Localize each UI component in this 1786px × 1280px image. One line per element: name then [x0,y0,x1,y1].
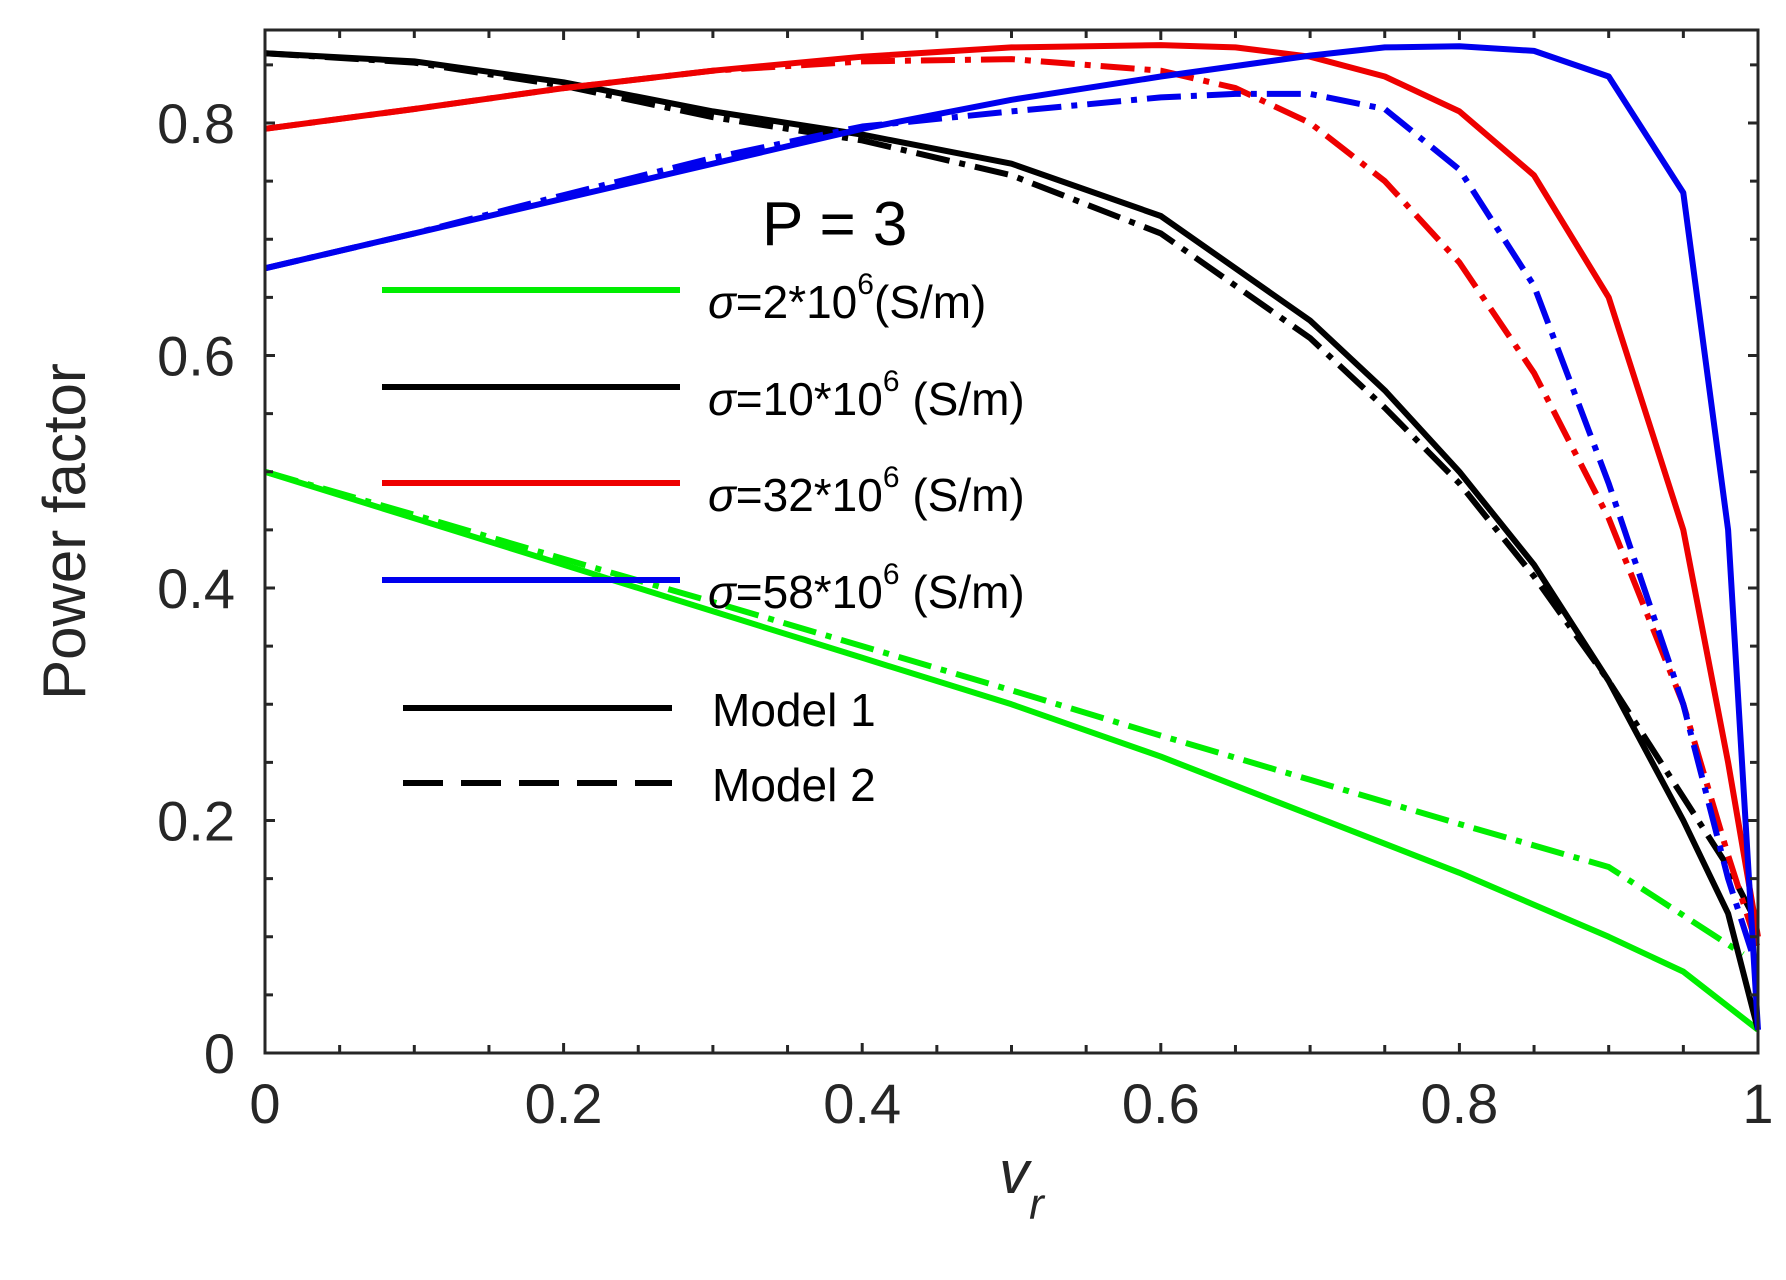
series-3-model-2-line [264,90,1761,973]
tick-labels-layer: 0 0.2 0.4 0.6 0.8 1 0 0.2 0.4 0.6 0.8 [157,92,1773,1135]
y-tick-label: 0.2 [157,790,235,853]
x-tick-label: 0.2 [525,1072,603,1135]
legend-sigma-symbol: σ [708,373,738,425]
legend-label-units: (S/m) [900,566,1025,618]
x-axis-title-subscript: r [1029,1180,1046,1229]
legend-label-exponent: 6 [883,558,900,591]
series-1-model-1-line [264,50,1761,1031]
legend-label-exponent: 6 [883,461,900,494]
legend-label-units: (S/m) [900,373,1025,425]
legend-label-2: σ=32*106 (S/m) [708,461,1025,521]
legend-sigma-symbol: σ [708,469,738,521]
legend: σ=2*106(S/m)σ=10*106 (S/m)σ=32*106 (S/m)… [382,268,1025,811]
legend-label-units: (S/m) [874,276,986,328]
series-2-model-1-line [264,42,1761,938]
legend-label-exponent: 6 [883,365,900,398]
x-tick-label: 0.8 [1420,1072,1498,1135]
legend-label-text: =58*10 [736,566,883,618]
x-tick-label: 0 [249,1072,280,1135]
axes-frame [263,28,1760,1055]
legend-label-units: (S/m) [900,469,1025,521]
legend-label-0: σ=2*106(S/m) [708,268,986,328]
series-layer [264,42,1761,1033]
legend-sigma-symbol: σ [708,566,738,618]
legend-sigma-symbol: σ [708,276,738,328]
legend-model-label-1: Model 1 [712,684,876,736]
y-tick-label: 0.4 [157,557,235,620]
legend-label-text: =2*10 [736,276,858,328]
series-0-model-2-line [264,468,1745,957]
y-tick-label: 0.8 [157,92,235,155]
x-axis-title-main: v [999,1139,1032,1206]
y-tick-label: 0 [204,1022,235,1085]
series-0-model-1-line [264,468,1760,1033]
x-axis-title: vr [999,1139,1046,1229]
legend-label-text: =10*10 [736,373,883,425]
x-tick-label: 0.6 [1122,1072,1200,1135]
p-annotation: P = 3 [762,190,907,259]
x-tick-label: 1 [1742,1072,1773,1135]
legend-model-label-2: Model 2 [712,759,876,811]
x-tick-label: 0.4 [823,1072,901,1135]
y-tick-label: 0.6 [157,325,235,388]
legend-label-3: σ=58*106 (S/m) [708,558,1025,618]
legend-label-1: σ=10*106 (S/m) [708,365,1025,425]
legend-label-exponent: 6 [857,268,874,301]
series-3-model-1-line [264,43,1761,1030]
legend-label-text: =32*10 [736,469,883,521]
y-axis-title: Power factor [31,363,98,700]
series-1-model-2-line [264,50,1761,927]
